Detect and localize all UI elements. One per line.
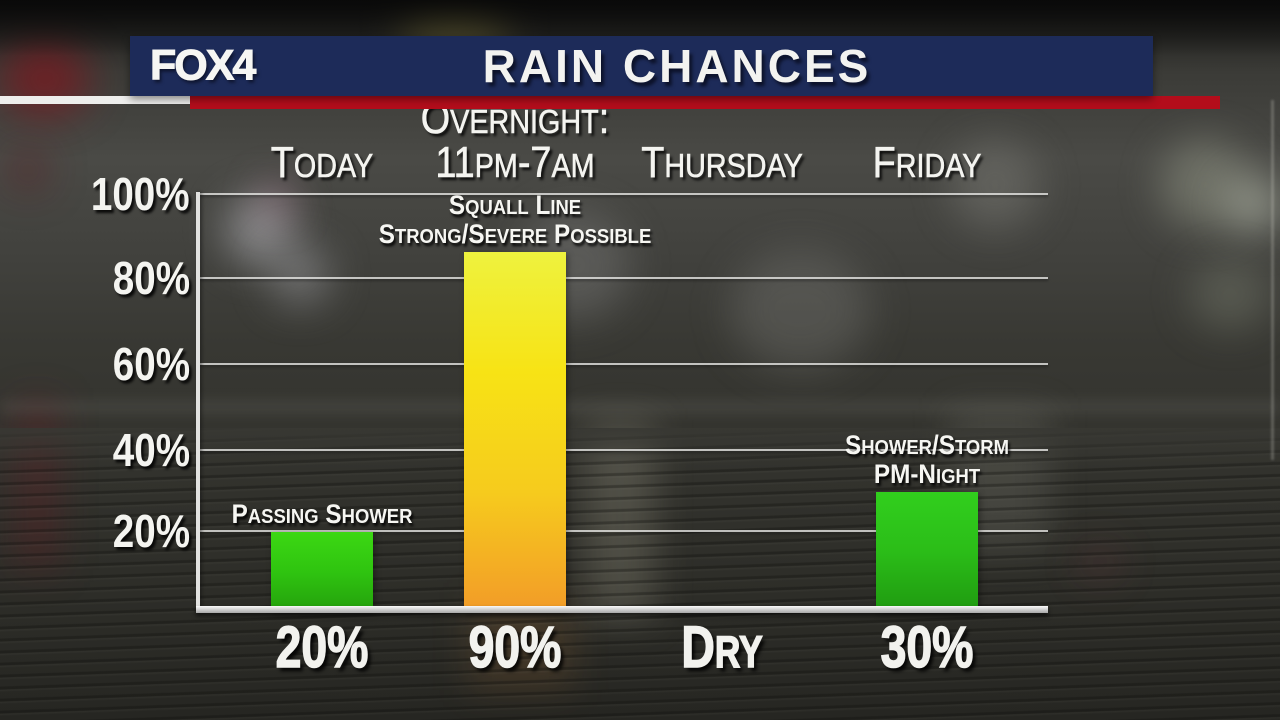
- column-header-line: 11PM-7AM: [435, 138, 595, 187]
- light-reflection: [0, 400, 1280, 414]
- bokeh-light: [1080, 550, 1120, 575]
- bar-annotation: PASSING SHOWER: [222, 501, 423, 530]
- light-reflection: [468, 600, 573, 690]
- bar-annotation-line: SQUALL LINE: [448, 190, 582, 220]
- bokeh-light: [262, 185, 292, 215]
- column-header-line: FRIDAY: [872, 138, 982, 187]
- bokeh-light: [270, 245, 330, 305]
- column-header: OVERNIGHT: 11PM-7AM: [405, 96, 624, 187]
- bar-value-label: 20%: [275, 614, 369, 681]
- column-header-line: THURSDAY: [641, 138, 803, 187]
- water-ripples: [0, 428, 1280, 720]
- bokeh-light: [1225, 175, 1280, 235]
- bar: [271, 532, 373, 612]
- bar-annotation: SHOWER/STORM PM-NIGHT: [836, 432, 1018, 490]
- column-header: THURSDAY: [628, 138, 816, 187]
- bokeh-light: [950, 140, 1040, 230]
- bokeh-light: [1190, 260, 1270, 330]
- column-header: FRIDAY: [864, 138, 991, 187]
- bar-annotation-line: SHOWER/STORM: [844, 430, 1010, 460]
- fox4-logo: FOX4: [149, 41, 256, 90]
- bar: [876, 492, 978, 612]
- gridline: [198, 530, 1048, 532]
- column-header: TODAY: [262, 138, 381, 187]
- bar-value-label: DRY: [681, 614, 763, 681]
- header-banner: FOX4 RAIN CHANCES: [130, 36, 1153, 96]
- y-tick-label: 20%: [112, 505, 190, 557]
- bokeh-light: [8, 150, 48, 190]
- accent-stripe-white: [0, 96, 190, 104]
- banner-title: RAIN CHANCES: [482, 40, 872, 92]
- screen-edge-artifact: [1271, 100, 1274, 460]
- gridline: [198, 193, 1048, 195]
- y-tick-label: 60%: [112, 338, 190, 390]
- water-edge: [0, 428, 1280, 468]
- column-header-line: TODAY: [270, 138, 374, 187]
- bar-value-label: 90%: [468, 614, 562, 681]
- gridline: [198, 363, 1048, 365]
- y-tick-label: 100%: [91, 168, 190, 220]
- y-axis-line: [196, 192, 200, 613]
- bokeh-light: [730, 250, 870, 370]
- accent-stripe-red: [190, 96, 1220, 109]
- gridline: [198, 449, 1048, 451]
- bar-value-label: 30%: [880, 614, 974, 681]
- bar-annotation-line: STRONG/SEVERE POSSIBLE: [378, 219, 652, 249]
- bar-annotation-line: PM-NIGHT: [873, 459, 981, 489]
- bar-annotation-line: PASSING SHOWER: [231, 499, 413, 529]
- gridline: [198, 277, 1048, 279]
- bar: [464, 252, 566, 612]
- y-tick-label: 40%: [112, 424, 190, 476]
- y-tick-label: 80%: [112, 252, 190, 304]
- x-axis-baseline: [196, 606, 1048, 613]
- bar-annotation: SQUALL LINE STRONG/SEVERE POSSIBLE: [364, 192, 667, 250]
